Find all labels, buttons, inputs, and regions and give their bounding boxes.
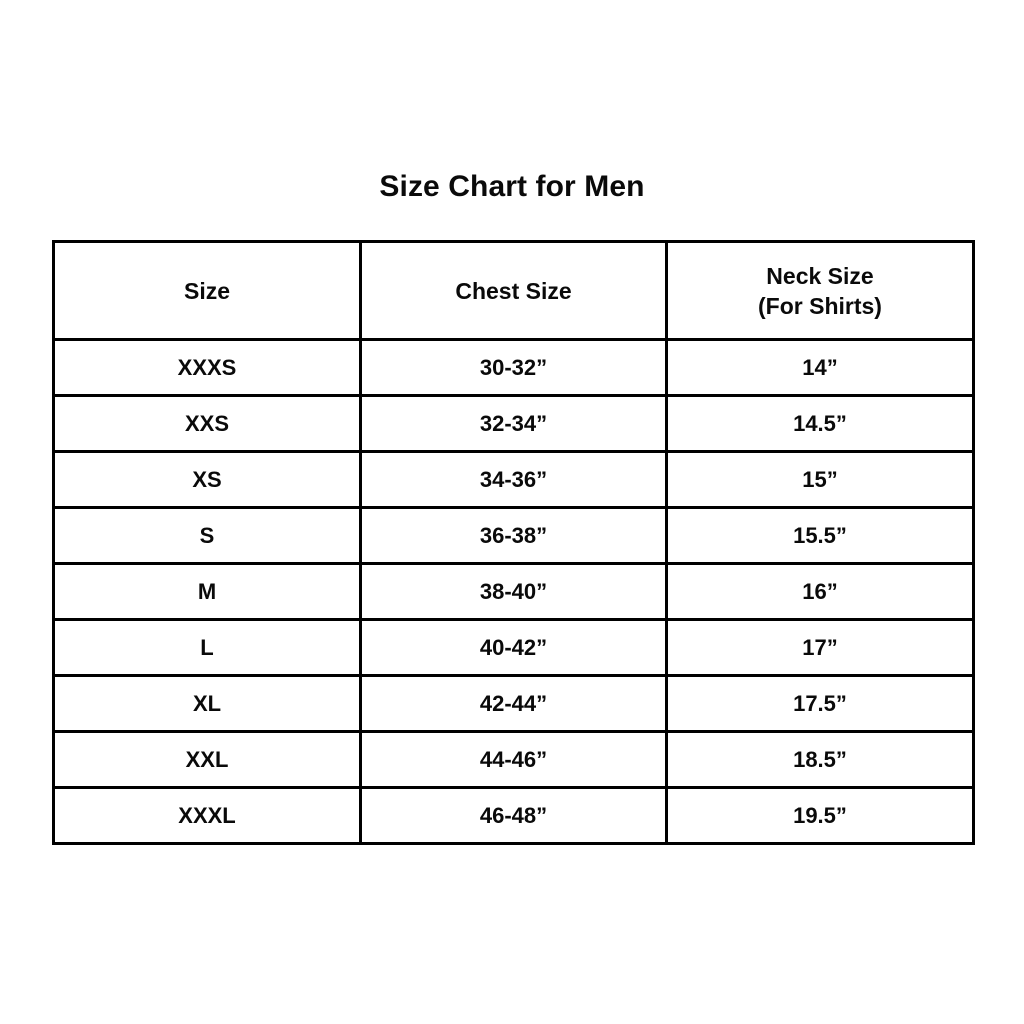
cell-neck: 18.5” <box>665 730 975 789</box>
column-header-neck-size-sublabel: (For Shirts) <box>758 292 882 319</box>
table-header: Size Chest Size Neck Size (For Shirts) <box>52 240 975 341</box>
cell-chest: 46-48” <box>359 786 668 845</box>
cell-chest: 36-38” <box>359 506 668 565</box>
cell-neck: 14.5” <box>665 394 975 453</box>
table-row: M 38-40” 16” <box>52 562 975 621</box>
column-header-chest-size: Chest Size <box>359 240 668 341</box>
cell-size: XS <box>52 450 362 509</box>
cell-chest: 44-46” <box>359 730 668 789</box>
table-row: XXXS 30-32” 14” <box>52 338 975 397</box>
cell-neck: 16” <box>665 562 975 621</box>
table-body: XXXS 30-32” 14” XXS 32-34” 14.5” XS 34-3… <box>52 338 975 845</box>
cell-chest: 40-42” <box>359 618 668 677</box>
column-header-size-label: Size <box>183 277 231 304</box>
table-row: L 40-42” 17” <box>52 618 975 677</box>
page-title: Size Chart for Men <box>379 170 645 203</box>
column-header-neck-size-label: Neck Size <box>766 262 874 289</box>
table-header-row: Size Chest Size Neck Size (For Shirts) <box>52 240 975 341</box>
size-chart-table: Size Chest Size Neck Size (For Shirts) X… <box>52 240 975 845</box>
cell-size: XXL <box>52 730 362 789</box>
cell-neck: 15.5” <box>665 506 975 565</box>
table-row: XXL 44-46” 18.5” <box>52 730 975 789</box>
cell-chest: 34-36” <box>359 450 668 509</box>
cell-size: XXXL <box>52 786 362 845</box>
cell-size: XL <box>52 674 362 733</box>
cell-size: S <box>52 506 362 565</box>
cell-size: M <box>52 562 362 621</box>
cell-neck: 14” <box>665 338 975 397</box>
cell-neck: 17” <box>665 618 975 677</box>
table-row: S 36-38” 15.5” <box>52 506 975 565</box>
cell-chest: 42-44” <box>359 674 668 733</box>
table-row: XL 42-44” 17.5” <box>52 674 975 733</box>
cell-chest: 32-34” <box>359 394 668 453</box>
cell-chest: 38-40” <box>359 562 668 621</box>
cell-neck: 19.5” <box>665 786 975 845</box>
column-header-chest-size-label: Chest Size <box>455 277 572 304</box>
column-header-size: Size <box>52 240 362 341</box>
column-header-neck-size: Neck Size (For Shirts) <box>665 240 975 341</box>
cell-chest: 30-32” <box>359 338 668 397</box>
table-row: XXS 32-34” 14.5” <box>52 394 975 453</box>
cell-neck: 17.5” <box>665 674 975 733</box>
table-row: XS 34-36” 15” <box>52 450 975 509</box>
cell-neck: 15” <box>665 450 975 509</box>
cell-size: L <box>52 618 362 677</box>
cell-size: XXS <box>52 394 362 453</box>
table-row: XXXL 46-48” 19.5” <box>52 786 975 845</box>
cell-size: XXXS <box>52 338 362 397</box>
